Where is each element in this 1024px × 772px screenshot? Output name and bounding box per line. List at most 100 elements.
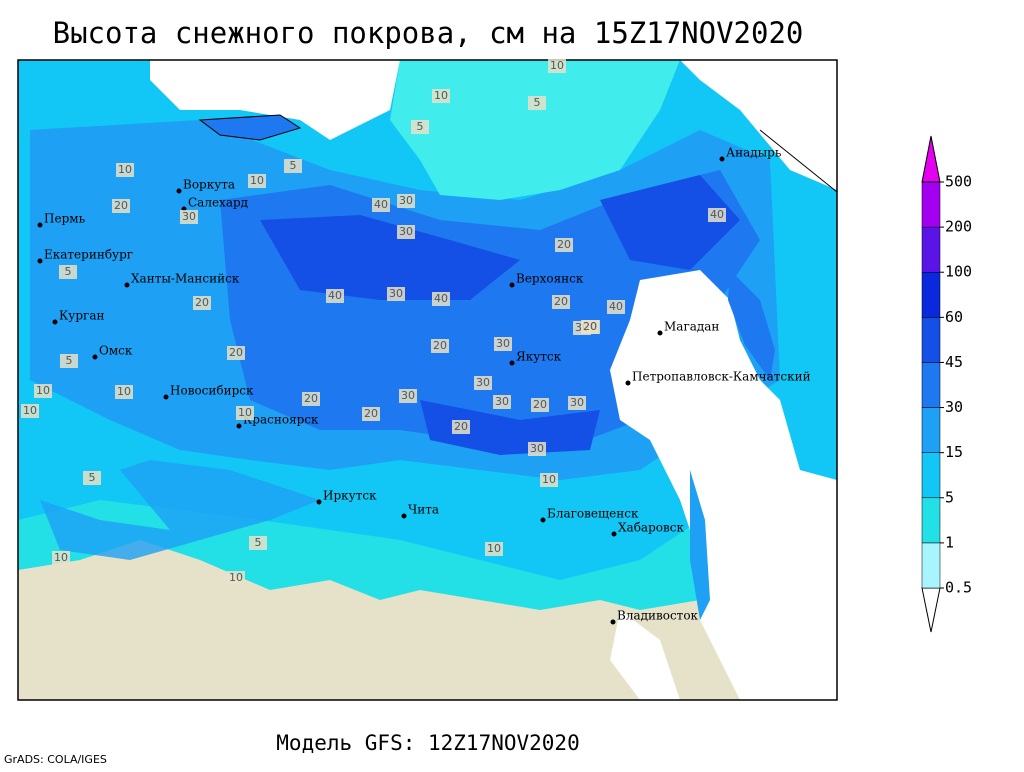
colorbar-box bbox=[921, 542, 941, 589]
contour-label: 40 bbox=[328, 289, 342, 302]
contour-label-box bbox=[248, 174, 266, 188]
contour-label: 5 bbox=[417, 120, 424, 133]
contour-label-box bbox=[116, 163, 134, 177]
snow-45-60 bbox=[260, 175, 740, 455]
contour-label-box bbox=[493, 395, 511, 409]
city-dot bbox=[611, 531, 617, 537]
sakhalin bbox=[690, 470, 710, 620]
colorbar-label: 100 bbox=[945, 263, 972, 281]
contour-label-box bbox=[581, 320, 599, 334]
city-label: Салехард bbox=[188, 196, 248, 210]
contour-label-box bbox=[432, 292, 450, 306]
colorbar-label: 5 bbox=[945, 488, 954, 506]
city-label: Курган bbox=[59, 309, 104, 323]
city-dot bbox=[37, 258, 43, 264]
contour-label-box bbox=[528, 442, 546, 456]
contour-label-box bbox=[531, 398, 549, 412]
colorbar-high bbox=[921, 135, 941, 183]
contour-label: 5 bbox=[65, 265, 72, 278]
city-label: Екатеринбург bbox=[44, 248, 133, 262]
contour-label: 10 bbox=[238, 406, 252, 419]
city-label: Воркута bbox=[183, 178, 235, 192]
city-label: Новосибирск bbox=[170, 384, 254, 398]
colorbar-box bbox=[921, 181, 941, 228]
contour-label: 40 bbox=[710, 208, 724, 221]
contour-label: 20 bbox=[229, 346, 243, 359]
contour-label: 10 bbox=[117, 385, 131, 398]
title: Высота снежного покрова, см на 15Z17NOV2… bbox=[53, 16, 804, 50]
city-dot bbox=[657, 330, 663, 336]
bare-land bbox=[18, 560, 600, 700]
city-dot bbox=[401, 513, 407, 519]
contour-label-box bbox=[83, 471, 101, 485]
contour-label: 30 bbox=[399, 225, 413, 238]
city-label: Якутск bbox=[516, 350, 562, 364]
contour-label-box bbox=[432, 89, 450, 103]
contour-label-box bbox=[284, 159, 302, 173]
contour-label: 30 bbox=[570, 396, 584, 409]
contour-label-box bbox=[399, 389, 417, 403]
contour-label: 20 bbox=[583, 320, 597, 333]
contour-label-box bbox=[180, 210, 198, 224]
contour-label: 30 bbox=[399, 194, 413, 207]
city-dot bbox=[124, 282, 130, 288]
city-label: Красноярск bbox=[243, 413, 319, 427]
contour-label: 5 bbox=[255, 536, 262, 549]
contour-label-box bbox=[411, 120, 429, 134]
city-label: Петропавловск-Камчатский bbox=[632, 370, 811, 384]
city-dot bbox=[540, 517, 546, 523]
barents-sea bbox=[150, 60, 400, 140]
contour-label-box bbox=[552, 295, 570, 309]
contour-label: 20 bbox=[554, 295, 568, 308]
city-dot bbox=[176, 188, 182, 194]
contour-label: 10 bbox=[36, 384, 50, 397]
contour-label: 10 bbox=[23, 404, 37, 417]
kamchatka bbox=[728, 270, 775, 380]
contour-label-box bbox=[52, 551, 70, 565]
contour-label-box bbox=[397, 225, 415, 239]
city-label: Чита bbox=[408, 503, 439, 517]
mountain-snow bbox=[40, 460, 320, 560]
contour-label-box bbox=[607, 300, 625, 314]
contour-label-box bbox=[372, 198, 390, 212]
city-dot bbox=[316, 499, 322, 505]
contour-label: 30 bbox=[401, 389, 415, 402]
contour-label: 10 bbox=[550, 59, 564, 72]
contour-label: 10 bbox=[487, 542, 501, 555]
contour-label-box bbox=[112, 199, 130, 213]
contour-label-box bbox=[249, 536, 267, 550]
city-label: Омск bbox=[99, 344, 133, 358]
contour-label: 30 bbox=[476, 376, 490, 389]
contour-label: 5 bbox=[66, 354, 73, 367]
contour-label-box bbox=[59, 265, 77, 279]
contour-label-box bbox=[115, 385, 133, 399]
contour-label-box bbox=[452, 420, 470, 434]
colorbar-label: 45 bbox=[945, 353, 963, 371]
contour-label-box bbox=[708, 208, 726, 222]
city-label: Ханты-Мансийск bbox=[131, 272, 240, 286]
city-dot bbox=[610, 619, 616, 625]
city-dot bbox=[52, 319, 58, 325]
contour-label: 30 bbox=[530, 442, 544, 455]
contour-label-box bbox=[485, 542, 503, 556]
city-label: Хабаровск bbox=[618, 521, 684, 535]
city-label: Владивосток bbox=[617, 609, 699, 623]
dateline bbox=[759, 129, 838, 193]
contour-label-box bbox=[474, 376, 492, 390]
contour-label: 20 bbox=[557, 238, 571, 251]
city-dot bbox=[625, 380, 631, 386]
contour-label: 5 bbox=[534, 96, 541, 109]
contour-label: 10 bbox=[250, 174, 264, 187]
contour-label: 10 bbox=[434, 89, 448, 102]
colorbar-label: 200 bbox=[945, 218, 972, 236]
contour-label: 30 bbox=[496, 337, 510, 350]
city-dot bbox=[37, 222, 43, 228]
contour-label: 10 bbox=[542, 473, 556, 486]
contour-label: 30 bbox=[495, 395, 509, 408]
contour-label: 40 bbox=[609, 300, 623, 313]
colorbar-box bbox=[921, 362, 941, 408]
contour-label-box bbox=[34, 384, 52, 398]
city-label: Магадан bbox=[664, 320, 719, 334]
